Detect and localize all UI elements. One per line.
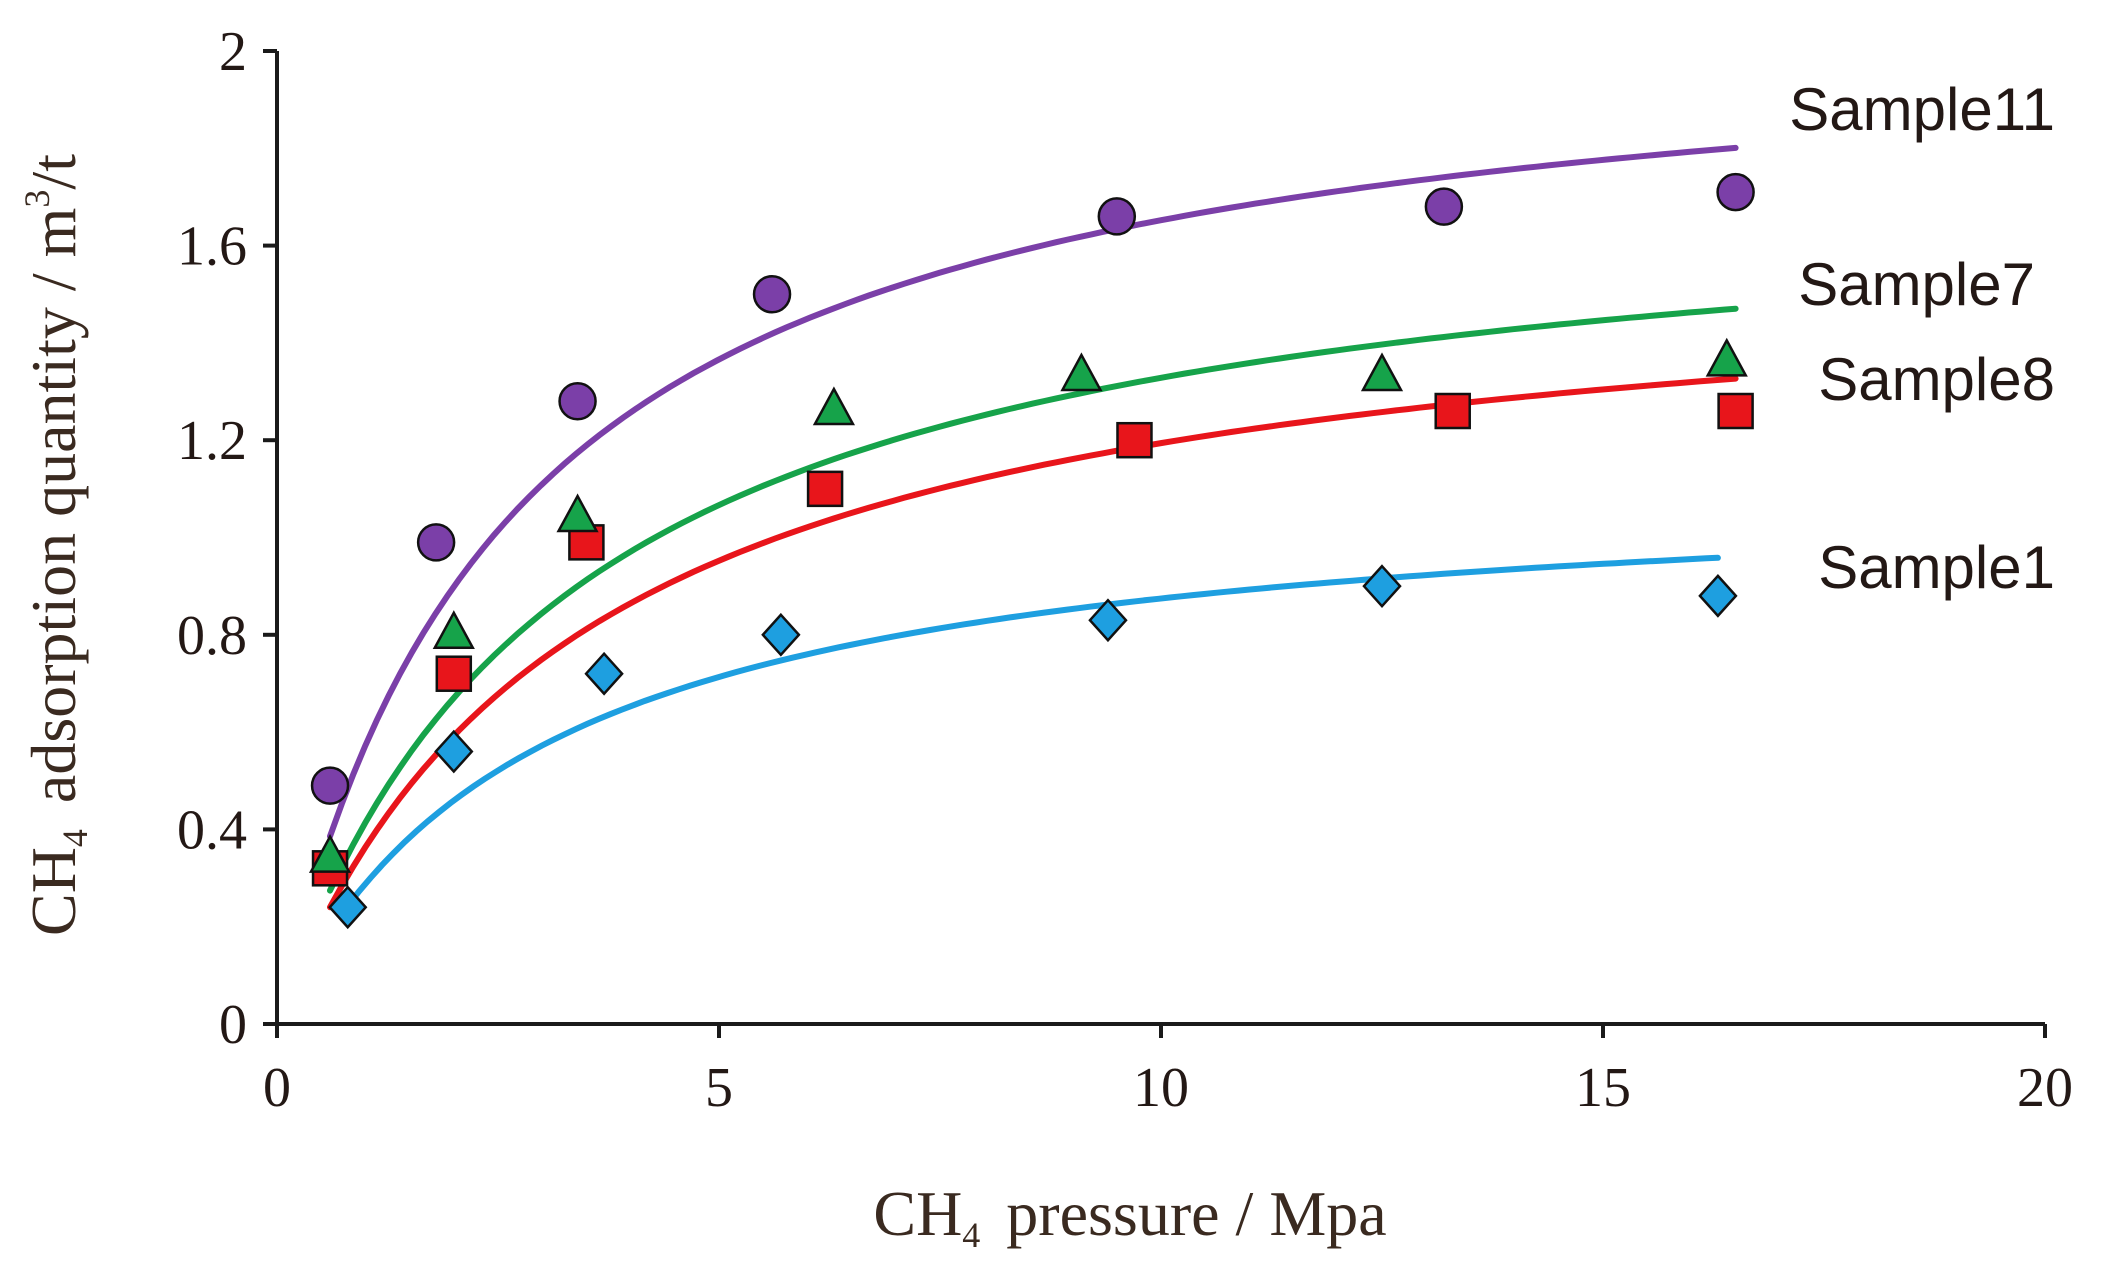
series-label-sample1: Sample1: [1818, 534, 2055, 601]
series-label-sample11: Sample11: [1789, 76, 2055, 143]
marker-sample11: [1716, 172, 1755, 212]
marker-sample8: [1116, 421, 1153, 459]
marker-sample8: [1434, 392, 1471, 430]
fit-curve-sample8: [327, 375, 1739, 911]
marker-sample1: [1362, 564, 1402, 609]
marker-sample11: [558, 382, 597, 421]
marker-sample1: [328, 885, 368, 930]
axes: 0 5 10 15 20 0 0.4 0.8 1.2 1.6 2: [177, 21, 2073, 1119]
marker-sample7: [1060, 352, 1103, 392]
marker-sample11: [1097, 197, 1137, 236]
series-labels: Sample11 Sample7 Sample8 Sample1: [1789, 76, 2055, 601]
y-axis-title: CH4 adsorption quantity / m3/t: [17, 154, 95, 936]
marker-sample7: [1360, 352, 1404, 392]
marker-sample1: [434, 729, 474, 774]
marker-sample8: [806, 470, 844, 508]
y-axis-title-tail: /t: [18, 154, 89, 190]
y-axis-title-subscript: 4: [55, 829, 95, 847]
fit-curves: [327, 144, 1739, 911]
y-tick-label: 0: [219, 994, 247, 1056]
y-axis-title-rest: adsorption quantity / m: [18, 208, 89, 804]
marker-sample7: [556, 493, 599, 533]
x-tick-label: 10: [1133, 1057, 1189, 1119]
y-tick-label: 1.2: [177, 410, 247, 472]
marker-sample7: [432, 610, 475, 650]
marker-sample11: [1424, 187, 1464, 226]
marker-sample11: [310, 766, 350, 805]
marker-sample8: [1717, 392, 1754, 430]
x-axis-title: CH4 pressure / Mpa: [873, 1178, 1386, 1255]
fit-curve-sample11: [327, 144, 1739, 840]
marker-sample1: [1088, 598, 1128, 643]
marker-sample1: [584, 651, 624, 696]
data-points: [308, 172, 1755, 930]
x-axis-title-main: CH: [873, 1178, 962, 1249]
series-label-sample8: Sample8: [1818, 346, 2055, 413]
y-tick-label: 2: [219, 21, 247, 83]
x-tick-label: 15: [1575, 1057, 1631, 1119]
x-tick-label: 5: [705, 1057, 733, 1119]
marker-sample11: [752, 275, 792, 314]
y-tick-label: 0.8: [177, 605, 247, 667]
marker-sample11: [416, 523, 456, 562]
y-tick-label: 1.6: [177, 216, 247, 278]
marker-sample1: [1698, 574, 1738, 618]
marker-sample1: [761, 612, 801, 657]
fit-curve-sample7: [327, 305, 1739, 894]
marker-sample7: [308, 833, 352, 873]
x-tick-label: 0: [263, 1057, 291, 1119]
marker-sample8: [435, 655, 473, 692]
series-label-sample7: Sample7: [1798, 251, 2035, 318]
y-tick-label: 0.4: [177, 799, 247, 861]
x-axis-title-subscript: 4: [962, 1215, 980, 1255]
x-tick-label: 20: [2017, 1057, 2073, 1119]
marker-sample7: [1705, 337, 1748, 377]
fit-curve-sample1: [344, 554, 1721, 909]
y-axis-title-superscript: 3: [17, 190, 57, 208]
y-axis-title-main: CH: [18, 847, 89, 936]
marker-sample7: [812, 386, 856, 426]
x-axis-title-rest: pressure / Mpa: [1006, 1178, 1386, 1249]
